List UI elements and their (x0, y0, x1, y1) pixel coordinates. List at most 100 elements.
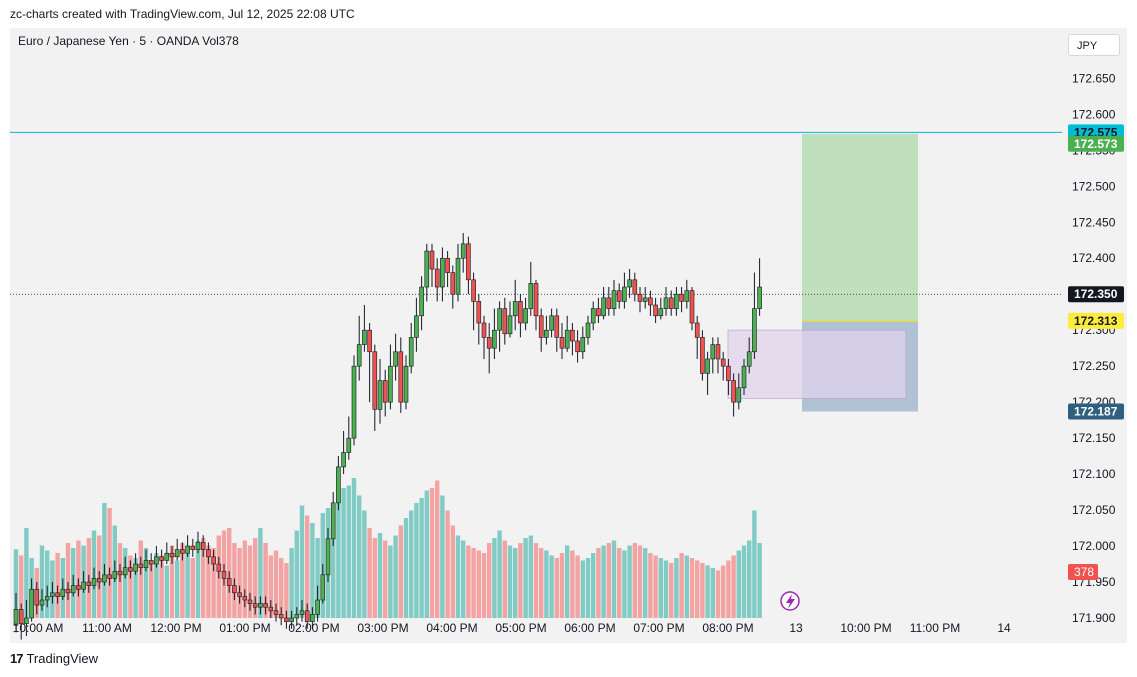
candle-down (596, 308, 601, 317)
volume-bar (372, 538, 377, 618)
y-tick-label: 172.400 (1072, 251, 1116, 265)
volume-bar (414, 503, 419, 618)
volume-bar (190, 558, 195, 618)
candle-up (154, 556, 159, 565)
volume-bar (310, 523, 315, 618)
candle-up (564, 329, 570, 349)
candle-up (44, 596, 50, 601)
candle-up (112, 570, 118, 579)
volume-bar (653, 555, 658, 618)
candle-down (559, 337, 565, 349)
volume-bar (549, 555, 554, 618)
volume-bar (476, 550, 481, 618)
volume-bar (539, 548, 544, 618)
candle-down (180, 549, 185, 554)
volume-bar (710, 568, 715, 618)
candle-down (434, 268, 440, 288)
price-badge-label: 172.573 (1074, 137, 1118, 151)
volume-bar (154, 553, 159, 618)
candle-down (648, 297, 653, 306)
volume-bar (55, 553, 60, 618)
candle-down (65, 588, 71, 594)
order-block-zone (727, 329, 907, 400)
candle-down (226, 578, 232, 586)
candle-up (684, 290, 690, 302)
volume-bar (237, 548, 242, 618)
volume-bar (185, 550, 190, 618)
volume-bar (128, 555, 133, 618)
volume-bar (195, 540, 201, 618)
candle-down (252, 603, 258, 608)
volume-bar (601, 545, 606, 618)
volume-bar (440, 495, 445, 618)
candle-up (590, 308, 596, 324)
candle-up (122, 567, 128, 576)
volume-bar (107, 508, 112, 618)
candle-up (24, 617, 29, 625)
price-chart[interactable]: 172.650172.600172.550172.500172.450172.4… (10, 28, 1127, 643)
tradingview-brand[interactable]: 17 TradingView (10, 651, 98, 666)
volume-bar (159, 555, 164, 618)
x-tick-label: 06:00 PM (564, 621, 615, 635)
candle-down (107, 574, 112, 579)
candle-up (346, 437, 352, 453)
x-tick-label: 14 (997, 621, 1011, 635)
volume-bar (689, 558, 695, 618)
candle-down (117, 570, 123, 576)
candle-up (258, 603, 263, 608)
candle-down (445, 257, 450, 273)
x-tick-label: 13 (789, 621, 803, 635)
volume-bar (559, 553, 565, 618)
candle-down (726, 365, 731, 381)
volume-bar (138, 540, 143, 618)
volume-bar (450, 525, 455, 618)
candle-down (429, 250, 435, 270)
target-zone (802, 133, 918, 321)
candle-down (653, 304, 658, 317)
volume-bar (471, 548, 476, 618)
brand-label: TradingView (26, 651, 99, 666)
candle-up (143, 560, 149, 568)
y-tick-label: 171.900 (1072, 611, 1116, 625)
volume-bar (315, 538, 320, 618)
symbol-title: Euro / Japanese Yen · 5 · OANDA Vol378 (18, 34, 239, 48)
candle-up (320, 574, 326, 601)
candle-up (403, 365, 409, 403)
candle-up (174, 549, 180, 558)
currency-button[interactable]: JPY (1068, 34, 1120, 56)
candle-down (247, 599, 253, 604)
volume-bar (336, 498, 341, 618)
candle-down (206, 549, 211, 558)
volume-bar (747, 540, 752, 618)
volume-bar (263, 543, 268, 618)
volume-bar (419, 498, 424, 618)
candle-up (91, 578, 97, 586)
volume-bar (575, 555, 580, 618)
price-badge (1068, 403, 1124, 420)
candle-down (216, 563, 222, 572)
volume-bar (206, 545, 211, 618)
volume-bar (258, 528, 263, 618)
candle-up (388, 365, 393, 403)
candle-up (315, 599, 320, 615)
y-tick-label: 172.450 (1072, 215, 1116, 229)
candle-down (689, 290, 695, 324)
chart-panel[interactable]: 172.650172.600172.550172.500172.450172.4… (10, 28, 1127, 643)
volume-bar (523, 538, 528, 618)
candle-down (268, 606, 274, 612)
candle-up (424, 250, 430, 288)
candle-up (549, 315, 554, 331)
volume-bar (679, 553, 684, 618)
volume-bar (357, 495, 362, 618)
volume-bar (580, 560, 585, 618)
candle-up (164, 552, 170, 561)
candle-down (700, 337, 705, 374)
candle-up (336, 466, 341, 504)
candle-up (377, 380, 383, 410)
volume-bar (19, 555, 24, 618)
volume-bar (627, 545, 632, 618)
volume-bar (367, 528, 372, 618)
volume-bar (554, 558, 559, 618)
volume-bar (591, 553, 596, 618)
volume-bar (528, 535, 533, 618)
